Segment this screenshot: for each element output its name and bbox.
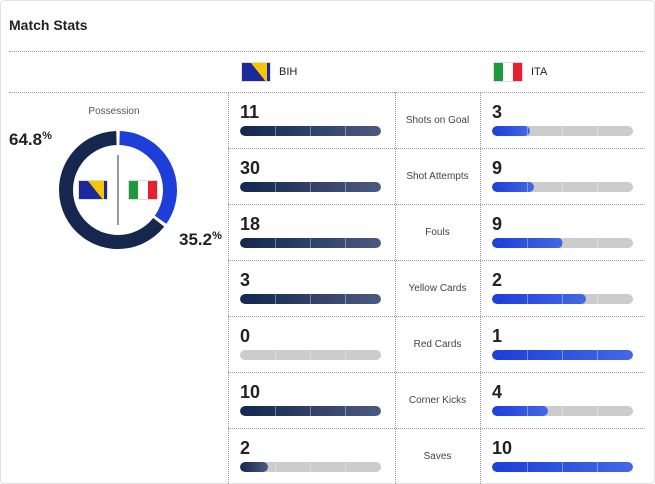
- stat-label: Saves: [423, 450, 452, 462]
- divider: [395, 92, 396, 484]
- home-bar: [240, 462, 381, 472]
- team-abbr: ITA: [531, 66, 548, 78]
- divider: [9, 51, 645, 52]
- divider: [228, 428, 645, 429]
- stat-label: Yellow Cards: [408, 282, 467, 294]
- home-bar-fill: [240, 294, 381, 304]
- away-bar: [492, 238, 633, 248]
- divider: [228, 316, 645, 317]
- home-value: 3: [240, 270, 251, 290]
- stat-label: Shot Attempts: [406, 170, 469, 182]
- away-bar: [492, 182, 633, 192]
- stat-label: Red Cards: [413, 338, 462, 350]
- stat-row: 0 Red Cards 1: [228, 316, 645, 372]
- divider: [9, 92, 645, 93]
- team-header-away: ITA: [493, 62, 547, 82]
- home-value: 30: [240, 158, 261, 178]
- possession-away-pct: 35.2%: [179, 230, 222, 249]
- team-abbr: BIH: [279, 66, 298, 78]
- home-bar: [240, 126, 381, 136]
- away-bar-fill: [492, 182, 535, 192]
- divider: [228, 260, 645, 261]
- divider: [480, 92, 481, 484]
- away-bar: [492, 350, 633, 360]
- home-value: 18: [240, 214, 261, 234]
- possession-arc-away: [119, 131, 177, 224]
- home-bar-fill: [240, 126, 381, 136]
- home-bar: [240, 238, 381, 248]
- home-value: 2: [240, 438, 251, 458]
- away-value: 4: [492, 382, 503, 402]
- italy-flag-icon: [128, 180, 158, 200]
- home-bar-fill: [240, 238, 381, 248]
- away-value: 9: [492, 158, 503, 178]
- divider: [228, 372, 645, 373]
- home-bar-fill: [240, 462, 269, 472]
- stat-label: Fouls: [425, 226, 450, 238]
- divider: [228, 204, 645, 205]
- stat-row: 2 Saves 10: [228, 428, 645, 484]
- home-value: 11: [240, 102, 260, 122]
- away-value: 3: [492, 102, 503, 122]
- divider: [228, 92, 229, 484]
- stat-row: 11 Shots on Goal 3: [228, 92, 645, 148]
- possession-arc-home: [59, 131, 165, 249]
- away-bar-fill: [492, 406, 549, 416]
- away-bar-fill: [492, 238, 563, 248]
- possession-label: Possession: [88, 106, 140, 117]
- home-bar-fill: [240, 182, 381, 192]
- home-bar-fill: [240, 406, 381, 416]
- possession-home-pct: 64.8%: [9, 130, 52, 149]
- possession-donut: [59, 131, 177, 249]
- away-bar-fill: [492, 462, 633, 472]
- away-value: 1: [492, 326, 503, 346]
- stat-row: 18 Fouls 9: [228, 204, 645, 260]
- italy-flag-icon: [493, 62, 523, 82]
- away-bar: [492, 406, 633, 416]
- stat-row: 10 Corner Kicks 4: [228, 372, 645, 428]
- stat-row: 3 Yellow Cards 2: [228, 260, 645, 316]
- home-value: 10: [240, 382, 261, 402]
- card-title: Match Stats: [9, 17, 88, 33]
- stat-label: Shots on Goal: [405, 114, 470, 126]
- home-value: 0: [240, 326, 251, 346]
- home-bar: [240, 294, 381, 304]
- divider: [228, 148, 645, 149]
- away-bar: [492, 462, 633, 472]
- away-value: 9: [492, 214, 503, 234]
- bosnia-flag-icon: [241, 62, 271, 82]
- away-value: 10: [492, 438, 513, 458]
- away-bar: [492, 126, 633, 136]
- away-bar: [492, 294, 633, 304]
- away-bar-fill: [492, 294, 586, 304]
- away-value: 2: [492, 270, 503, 290]
- stat-row: 30 Shot Attempts 9: [228, 148, 645, 204]
- home-bar: [240, 182, 381, 192]
- away-bar-fill: [492, 126, 531, 136]
- home-bar: [240, 350, 381, 360]
- bosnia-flag-icon: [78, 180, 108, 200]
- home-bar: [240, 406, 381, 416]
- team-header-home: BIH: [241, 62, 297, 82]
- stat-label: Corner Kicks: [408, 394, 467, 406]
- away-bar-fill: [492, 350, 633, 360]
